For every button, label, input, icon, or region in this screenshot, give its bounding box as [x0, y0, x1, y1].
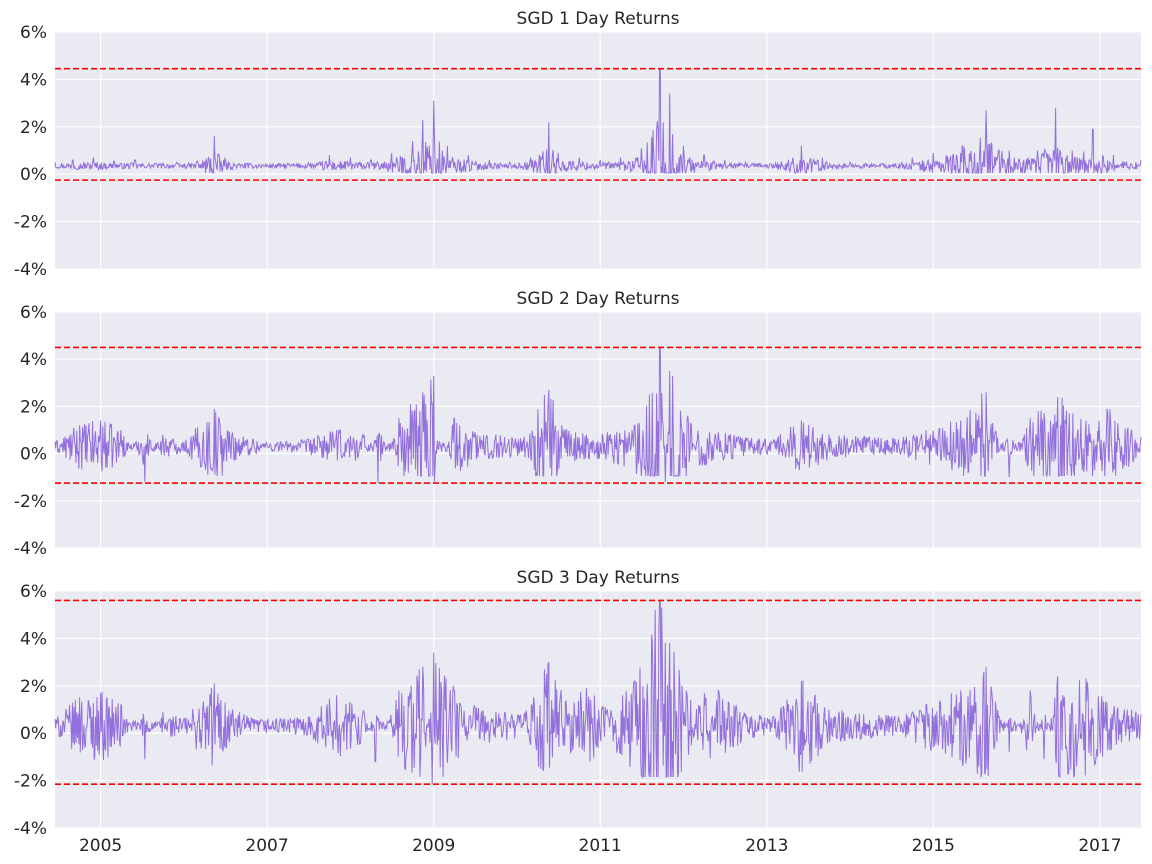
x-tick-label: 2005	[79, 836, 122, 856]
x-tick-label: 2007	[245, 836, 288, 856]
y-tick-label: 2%	[20, 397, 47, 417]
y-tick-label: 0%	[20, 165, 47, 185]
returns-line	[54, 346, 1142, 484]
panel-title: SGD 2 Day Returns	[517, 289, 680, 309]
y-tick-label: -4%	[14, 539, 47, 559]
y-tick-label: 0%	[20, 724, 47, 744]
y-tick-label: 6%	[20, 23, 47, 43]
plot-area	[55, 32, 1141, 269]
panel-title: SGD 3 Day Returns	[517, 568, 680, 588]
y-tick-label: -4%	[14, 819, 47, 839]
y-tick-label: 2%	[20, 677, 47, 697]
x-tick-label: 2009	[412, 836, 455, 856]
y-tick-label: 4%	[20, 70, 47, 90]
y-tick-label: -2%	[14, 772, 47, 792]
y-tick-label: 2%	[20, 118, 47, 138]
x-tick-label: 2013	[745, 836, 788, 856]
panel-3: -4% -2% 0% 2% 4% 6% 2005 2007 2009 2011 2013 2015 20…	[14, 568, 1142, 856]
x-tick-label: 2015	[912, 836, 955, 856]
y-tick-label: -2%	[14, 492, 47, 512]
y-tick-label: 4%	[20, 629, 47, 649]
y-tick-label: 6%	[20, 303, 47, 323]
panel-1: -4% -2% 0% 2% 4% 6% SGD 1 Day Returns	[14, 9, 1142, 280]
x-tick-label: 2017	[1078, 836, 1121, 856]
returns-line	[54, 600, 1142, 785]
panel-title: SGD 1 Day Returns	[517, 9, 680, 29]
y-tick-label: -4%	[14, 260, 47, 280]
x-tick-label: 2011	[579, 836, 622, 856]
y-tick-label: 6%	[20, 582, 47, 602]
panel-2: -4% -2% 0% 2% 4% 6% SGD 2 Day Returns	[14, 289, 1142, 559]
y-tick-label: 4%	[20, 350, 47, 370]
plot-area	[55, 591, 1141, 828]
y-tick-label: -2%	[14, 213, 47, 233]
y-tick-label: 0%	[20, 445, 47, 465]
returns-line	[54, 68, 1142, 175]
